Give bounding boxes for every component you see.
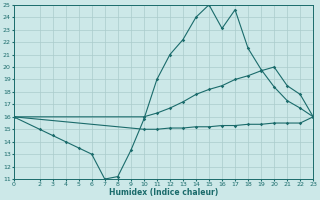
X-axis label: Humidex (Indice chaleur): Humidex (Indice chaleur) (109, 188, 218, 197)
